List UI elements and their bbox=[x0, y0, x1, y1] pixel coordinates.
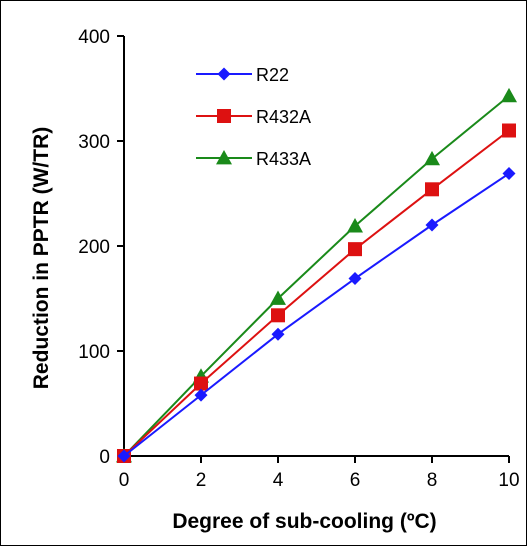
data-point bbox=[270, 290, 286, 305]
y-tick-labels: 0 100 200 300 400 bbox=[78, 27, 110, 468]
y-axis-title: Reduction in PPTR (W/TR) bbox=[30, 127, 53, 389]
data-point bbox=[501, 87, 517, 103]
axes bbox=[117, 35, 510, 463]
x-tick-label: 10 bbox=[498, 470, 519, 491]
y-tick-label: 100 bbox=[78, 342, 110, 363]
data-point bbox=[348, 272, 362, 286]
data-point bbox=[117, 449, 131, 463]
x-tick-label: 6 bbox=[350, 470, 361, 491]
series-line bbox=[123, 172, 510, 457]
series-line bbox=[123, 95, 510, 457]
series-r22 bbox=[117, 167, 516, 463]
data-point bbox=[424, 150, 440, 166]
data-point bbox=[425, 182, 439, 197]
data-point bbox=[194, 388, 208, 402]
legend-marker bbox=[216, 150, 232, 165]
data-point bbox=[502, 123, 516, 138]
y-tick-label: 200 bbox=[78, 237, 110, 258]
legend-item: R433A bbox=[196, 149, 311, 169]
y-tick-label: 0 bbox=[99, 447, 110, 468]
x-axis-title: Degree of sub-cooling (ºC) bbox=[172, 510, 436, 533]
legend-item: R432A bbox=[196, 107, 311, 127]
y-tick-label: 300 bbox=[78, 132, 110, 153]
x-tick-label: 2 bbox=[196, 470, 207, 491]
data-point bbox=[347, 218, 363, 233]
legend-label: R22 bbox=[256, 65, 289, 85]
x-tick-label: 4 bbox=[273, 470, 284, 491]
legend-item: R22 bbox=[196, 65, 289, 85]
data-point bbox=[271, 308, 285, 323]
data-point bbox=[502, 167, 516, 181]
x-tick-label: 0 bbox=[119, 470, 130, 491]
legend-label: R433A bbox=[256, 149, 311, 169]
series-layer bbox=[116, 87, 517, 463]
data-point bbox=[271, 327, 285, 341]
legend-marker bbox=[217, 109, 231, 123]
data-point bbox=[348, 242, 362, 257]
legend-label: R432A bbox=[256, 107, 311, 127]
legend: R22 R432A R433A bbox=[196, 65, 311, 169]
legend-marker bbox=[217, 67, 231, 81]
y-tick-label: 400 bbox=[78, 27, 110, 48]
x-tick-label: 8 bbox=[427, 470, 438, 491]
x-tick-labels: 0 2 4 6 8 10 bbox=[119, 470, 520, 491]
data-point bbox=[425, 218, 439, 232]
series-line bbox=[123, 129, 510, 457]
data-point bbox=[194, 376, 208, 391]
series-r432a bbox=[117, 123, 516, 463]
